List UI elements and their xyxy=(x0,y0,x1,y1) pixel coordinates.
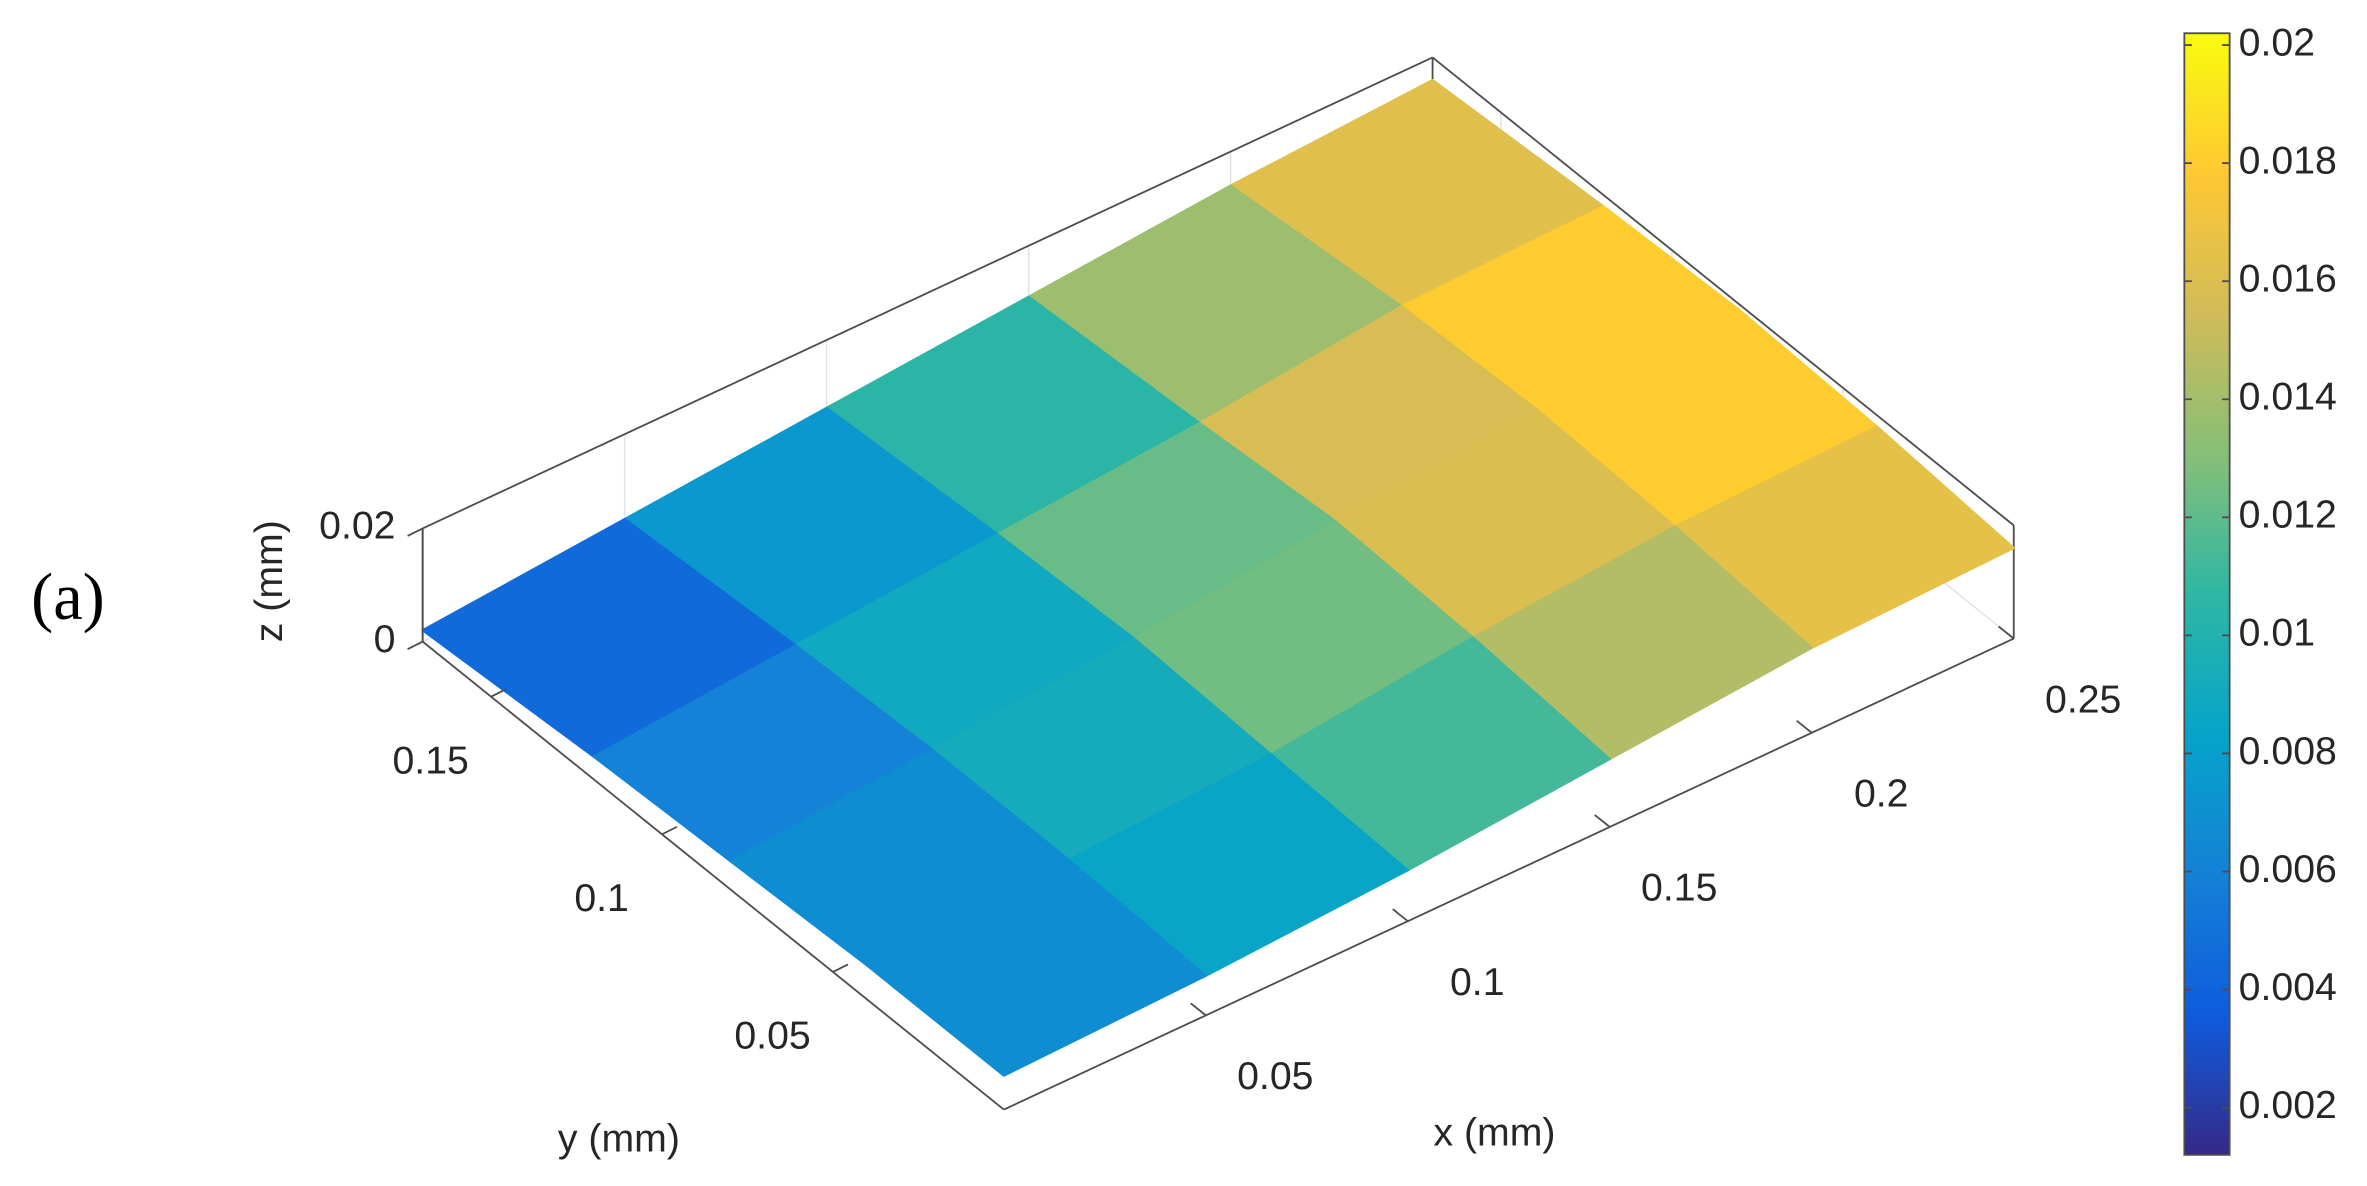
y-tick-label: 0.1 xyxy=(574,876,629,920)
z-tick xyxy=(407,527,424,537)
x-tick-label: 0.05 xyxy=(1237,1054,1313,1098)
y-tick-label: 0.05 xyxy=(734,1014,810,1058)
box-edge xyxy=(1432,56,2015,527)
x-axis-label: x (mm) xyxy=(1433,1111,1555,1155)
x-tick xyxy=(1190,1002,1207,1017)
x-axis-line xyxy=(1003,637,2015,1111)
colorbar xyxy=(2183,32,2231,1156)
panel-label: (a) xyxy=(31,561,105,634)
y-tick xyxy=(490,688,507,698)
colorbar-tick-label: 0.004 xyxy=(2239,965,2337,1009)
colorbar-tick-label: 0.002 xyxy=(2239,1083,2337,1127)
z-tick-label: 0 xyxy=(374,617,396,661)
y-tick-label: 0.15 xyxy=(392,738,468,782)
x-tick xyxy=(1796,720,1813,734)
colorbar-tick-label: 0.02 xyxy=(2239,20,2315,64)
x-tick-label: 0.25 xyxy=(2045,677,2121,721)
colorbar-tick-label: 0.008 xyxy=(2239,729,2337,773)
y-axis-line xyxy=(422,640,1005,1111)
x-tick xyxy=(1594,814,1611,828)
y-axis-label: y (mm) xyxy=(558,1117,680,1161)
x-tick-label: 0.15 xyxy=(1641,866,1717,910)
x-tick-label: 0.2 xyxy=(1854,772,1909,816)
x-tick-label: 0.1 xyxy=(1450,960,1505,1004)
colorbar-tick-label: 0.016 xyxy=(2239,257,2337,301)
z-axis-label: z (mm) xyxy=(247,520,291,642)
surface-patch xyxy=(865,858,1207,1077)
colorbar-tick-label: 0.018 xyxy=(2239,138,2337,182)
y-tick xyxy=(832,963,849,973)
z-tick xyxy=(407,640,424,650)
colorbar-tick-label: 0.012 xyxy=(2239,493,2337,537)
colorbar-tick-label: 0.01 xyxy=(2239,611,2315,655)
z-tick-label: 0.02 xyxy=(319,504,395,548)
x-tick xyxy=(1998,625,2015,640)
colorbar-tick-label: 0.014 xyxy=(2239,375,2337,419)
y-tick xyxy=(661,825,678,836)
colorbar-tick-label: 0.006 xyxy=(2239,847,2337,891)
x-tick xyxy=(1392,908,1409,922)
box-edge xyxy=(422,56,1433,530)
